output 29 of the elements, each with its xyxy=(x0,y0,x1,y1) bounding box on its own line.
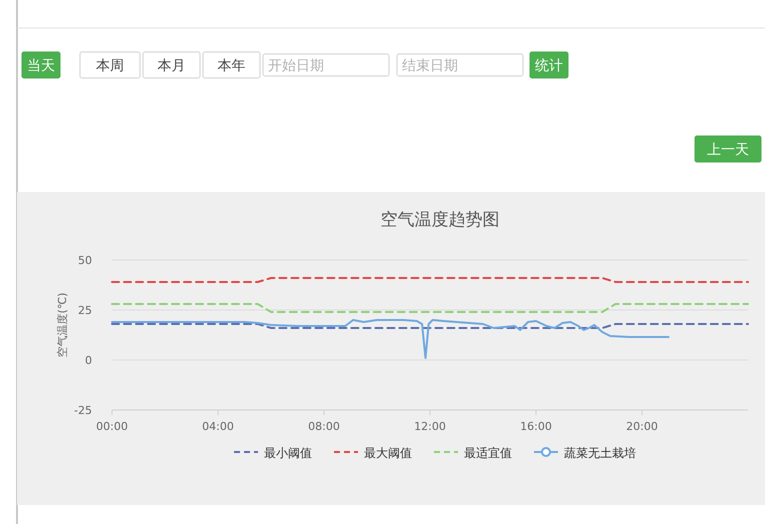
y-axis-title: 空气温度(℃) xyxy=(56,292,69,358)
control: 上一天 xyxy=(694,136,762,162)
y-tick-label: 0 xyxy=(85,354,92,367)
x-tick-label: 20:00 xyxy=(626,420,658,433)
legend-item: 最大阈值 xyxy=(334,446,412,460)
legend-label: 最小阈值 xyxy=(264,446,312,460)
legend-item: 最适宜值 xyxy=(434,446,512,460)
legend-item: 蔬菜无土栽培 xyxy=(534,446,636,460)
x-tick-label: 12:00 xyxy=(414,420,446,433)
control: 本月 xyxy=(142,52,200,78)
y-tick-label: 50 xyxy=(78,254,92,267)
legend-label: 最适宜值 xyxy=(464,446,512,460)
control: 本年 xyxy=(202,52,260,78)
x-tick-label: 16:00 xyxy=(520,420,552,433)
chart-title: 空气温度趋势图 xyxy=(380,210,500,230)
x-tick-label: 08:00 xyxy=(308,420,340,433)
legend-label: 蔬菜无土栽培 xyxy=(564,446,636,460)
x-tick-label: 04:00 xyxy=(202,420,234,433)
control: 结束日期 xyxy=(396,54,524,76)
control: 统计 xyxy=(530,52,568,78)
x-tick-label: 00:00 xyxy=(96,420,128,433)
legend-label: 最大阈值 xyxy=(364,446,412,460)
control: 当天 xyxy=(22,52,60,78)
control: 本周 xyxy=(80,52,140,78)
y-tick-label: 25 xyxy=(78,304,92,317)
legend-item: 最小阈值 xyxy=(234,446,312,460)
control: 开始日期 xyxy=(262,54,390,76)
y-tick-label: -25 xyxy=(74,404,92,417)
line-series xyxy=(111,319,670,359)
